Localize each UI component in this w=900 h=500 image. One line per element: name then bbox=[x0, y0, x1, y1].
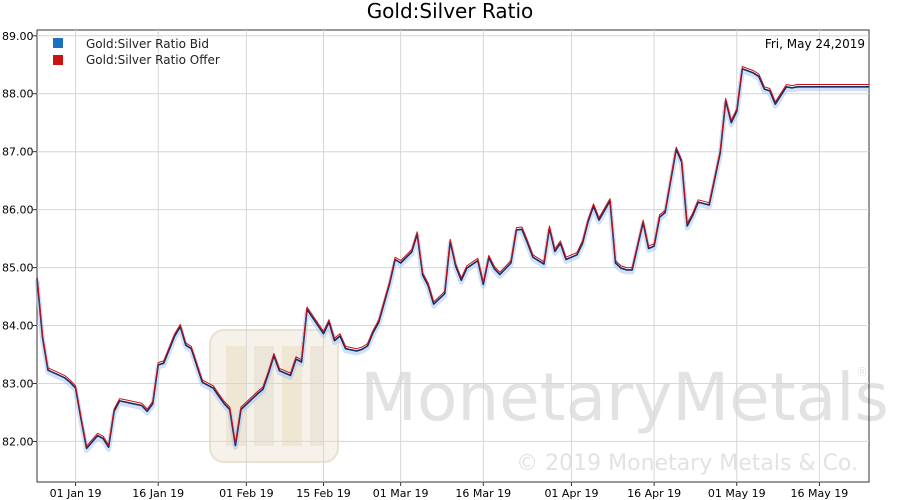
y-tick-label: 82.00 bbox=[2, 435, 34, 448]
y-tick-label: 84.00 bbox=[2, 320, 34, 333]
legend-label-bid: Gold:Silver Ratio Bid bbox=[86, 37, 209, 51]
series-bid-line bbox=[36, 68, 869, 450]
y-tick-label: 87.00 bbox=[2, 146, 34, 159]
y-tick-label: 88.00 bbox=[2, 88, 34, 101]
x-axis: 01 Jan 19 16 Jan 19 01 Feb 19 15 Feb 19 01 M… bbox=[50, 482, 849, 500]
plot-frame bbox=[36, 29, 870, 483]
x-tick-label: 16 Jan 19 bbox=[132, 487, 184, 500]
x-tick-label: 01 May 19 bbox=[708, 487, 766, 500]
x-tick-label: 16 May 19 bbox=[791, 487, 849, 500]
legend: Gold:Silver Ratio Bid Gold:Silver Ratio … bbox=[53, 37, 220, 67]
legend-label-offer: Gold:Silver Ratio Offer bbox=[86, 53, 220, 67]
y-tick-label: 85.00 bbox=[2, 262, 34, 275]
x-tick-label: 16 Apr 19 bbox=[627, 487, 681, 500]
y-axis: 82.00 83.00 84.00 85.00 86.00 87.00 88.00 89.00 bbox=[2, 30, 37, 448]
grid bbox=[37, 30, 869, 482]
watermark-logo-icon bbox=[209, 329, 339, 463]
watermark: MonetaryMetals ® © 2019 Monetary Metals … bbox=[209, 329, 889, 476]
watermark-brand: MonetaryMetals bbox=[360, 359, 889, 436]
watermark-copyright: © 2019 Monetary Metals & Co. bbox=[516, 451, 858, 476]
x-tick-label: 16 Mar 19 bbox=[455, 487, 511, 500]
x-tick-label: 01 Mar 19 bbox=[373, 487, 429, 500]
series-offer-line bbox=[36, 66, 869, 447]
x-tick-label: 01 Apr 19 bbox=[544, 487, 598, 500]
y-tick-label: 86.00 bbox=[2, 204, 34, 217]
x-tick-label: 01 Feb 19 bbox=[219, 487, 273, 500]
series-group bbox=[34, 66, 869, 453]
legend-swatch-bid bbox=[53, 38, 63, 48]
x-tick-label: 15 Feb 19 bbox=[296, 487, 350, 500]
chart-title: Gold:Silver Ratio bbox=[367, 0, 534, 23]
watermark-registered: ® bbox=[856, 365, 868, 379]
legend-swatch-offer bbox=[53, 55, 63, 65]
y-tick-label: 89.00 bbox=[2, 30, 34, 43]
x-tick-label: 01 Jan 19 bbox=[50, 487, 102, 500]
date-label: Fri, May 24,2019 bbox=[765, 37, 865, 51]
y-tick-label: 83.00 bbox=[2, 377, 34, 390]
